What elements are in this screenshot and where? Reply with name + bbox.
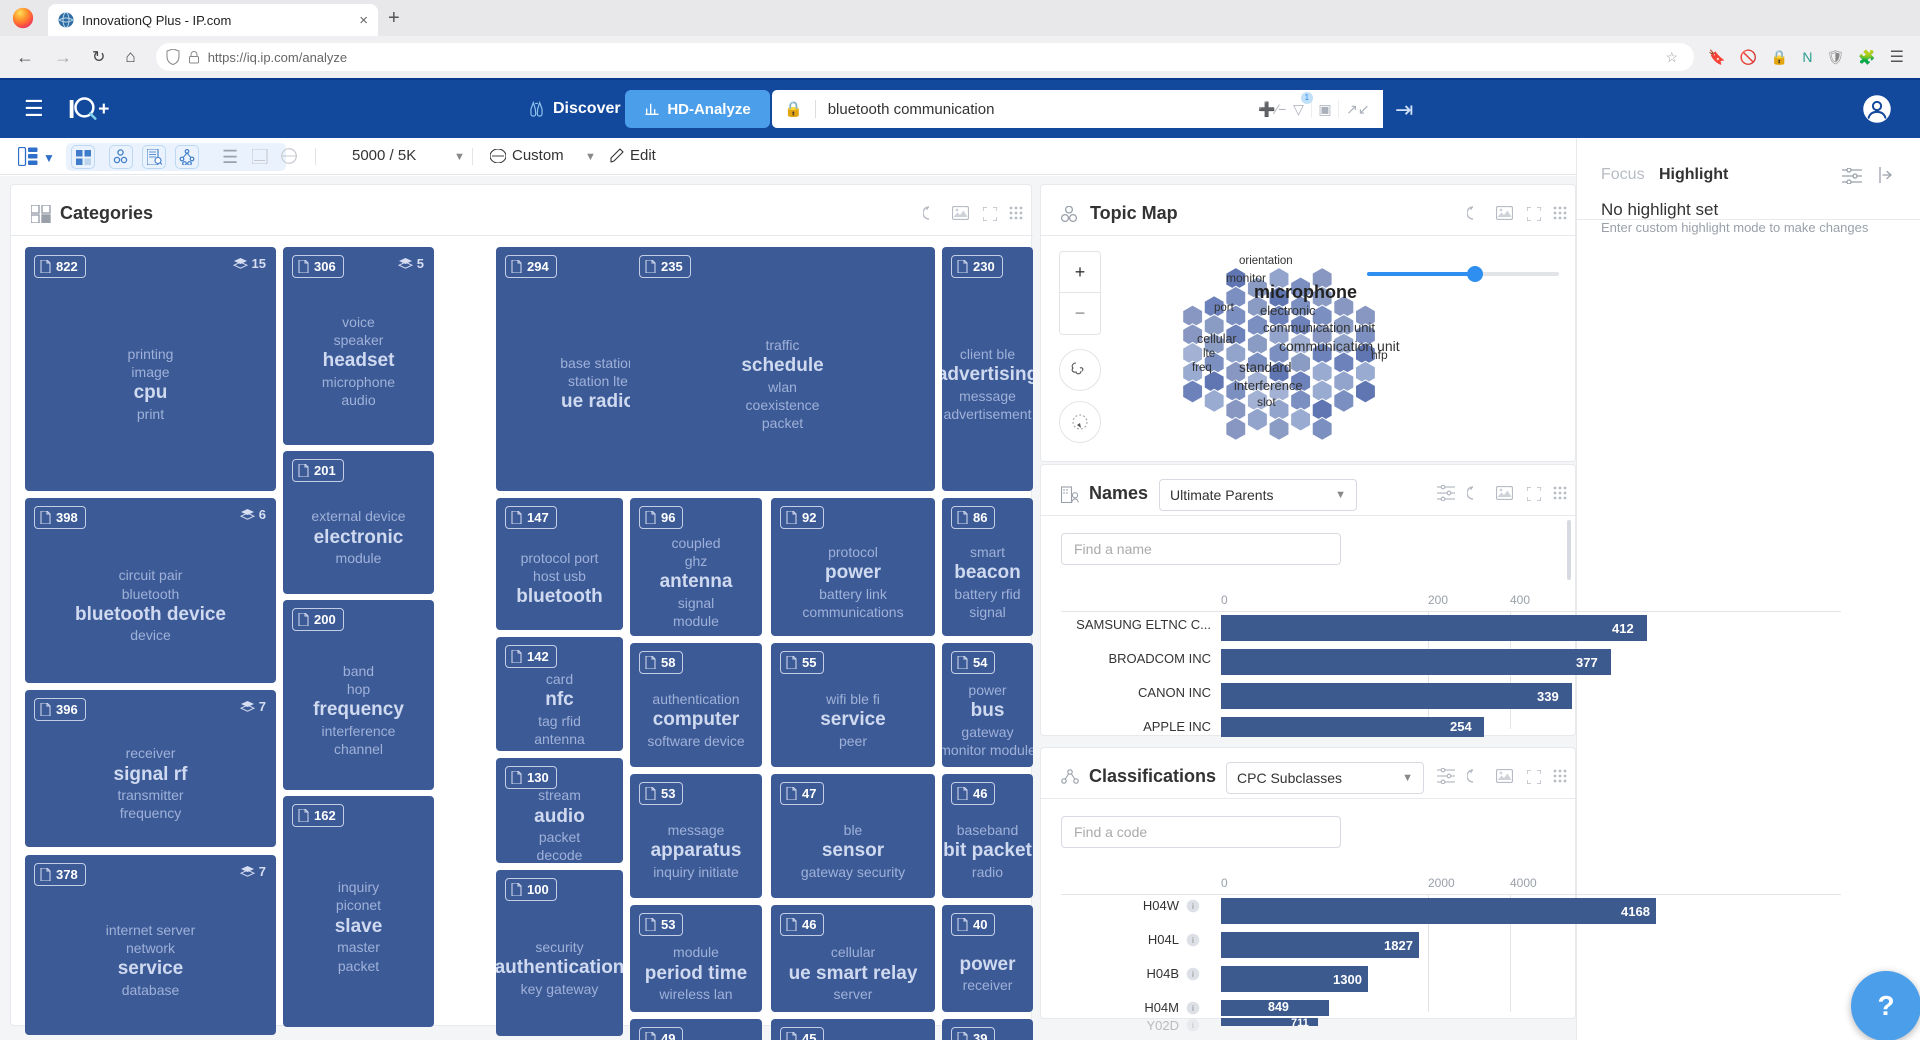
svg-text:i: i [1192,1003,1194,1013]
svg-text:i: i [1192,969,1194,979]
svg-text:i: i [1192,1020,1194,1030]
svg-text:i: i [1192,901,1194,911]
svg-text:i: i [1192,935,1194,945]
